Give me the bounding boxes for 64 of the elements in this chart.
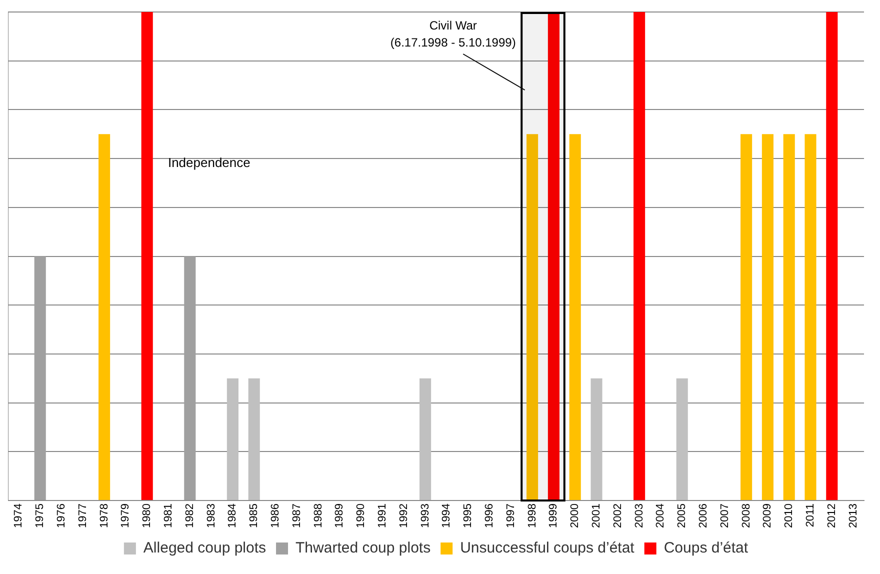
bar	[141, 12, 153, 500]
x-tick-label: 2005	[676, 504, 688, 528]
band-label: Civil War (6.17.1998 - 5.10.1999)	[390, 18, 516, 50]
x-tick-label: 1999	[548, 504, 560, 528]
x-tick-label: 1976	[56, 504, 68, 528]
x-tick-label: 1977	[76, 504, 89, 528]
x-tick-label: 1975	[34, 504, 46, 528]
x-tick-label: 2000	[569, 504, 582, 528]
legend-label: Alleged coup plots	[143, 540, 266, 557]
x-tick-label: 1998	[526, 504, 538, 528]
bar	[420, 378, 432, 500]
x-tick-label: 2013	[847, 504, 860, 528]
legend-label: Coups d’état	[664, 540, 749, 557]
x-tick-label: 1982	[184, 504, 196, 528]
x-tick-label: 1992	[398, 504, 410, 528]
x-tick-label: 1990	[355, 504, 368, 528]
x-tick-label: 1985	[248, 504, 260, 528]
bar	[184, 256, 196, 500]
x-tick-label: 2008	[740, 504, 752, 528]
bar	[526, 134, 538, 500]
x-tick-label: 1984	[226, 504, 239, 528]
bar	[740, 134, 752, 500]
bar	[248, 378, 260, 500]
bar	[826, 12, 838, 500]
x-tick-label: 2002	[612, 504, 624, 528]
x-tick-label: 1983	[205, 504, 218, 528]
bar	[569, 134, 581, 500]
x-tick-label: 2003	[633, 504, 646, 528]
bar	[762, 134, 774, 500]
bar	[783, 134, 795, 500]
x-tick-label: 2009	[762, 504, 774, 528]
x-tick-label: 1989	[334, 504, 346, 528]
bar	[226, 378, 238, 500]
x-tick-label: 1979	[120, 504, 132, 528]
x-tick-label: 1997	[504, 504, 517, 528]
x-tick-label: 2012	[826, 504, 838, 528]
x-tick-label: 1987	[290, 504, 303, 528]
x-tick-label: 2001	[590, 504, 603, 528]
legend-label: Unsuccessful coups d’état	[460, 540, 636, 557]
x-tick-label: 1974	[12, 504, 25, 528]
x-tick-label: 1981	[162, 504, 175, 528]
x-tick-label: 2007	[718, 504, 731, 528]
x-tick-label: 1980	[141, 504, 154, 528]
bar	[34, 256, 46, 500]
x-tick-label: 1995	[462, 504, 474, 528]
x-tick-label: 1994	[440, 504, 453, 528]
x-tick-label: 1993	[419, 504, 432, 528]
bar	[98, 134, 110, 500]
x-tick-label: 1988	[312, 504, 324, 528]
bar	[804, 134, 816, 500]
bar	[548, 12, 560, 500]
x-tick-label: 1978	[98, 504, 110, 528]
x-tick-label: 2010	[783, 504, 796, 528]
x-tick-label: 1991	[376, 504, 389, 528]
x-tick-label: 1996	[484, 504, 496, 528]
bar	[676, 378, 688, 500]
x-tick-label: 1986	[270, 504, 282, 528]
legend-label: Thwarted coup plots	[296, 540, 431, 557]
bar	[590, 378, 602, 500]
x-tick-label: 2011	[804, 504, 817, 528]
x-tick-label: 2006	[698, 504, 710, 528]
annotation: Independence	[168, 155, 250, 170]
bar	[634, 12, 646, 500]
x-tick-label: 2004	[654, 504, 667, 528]
